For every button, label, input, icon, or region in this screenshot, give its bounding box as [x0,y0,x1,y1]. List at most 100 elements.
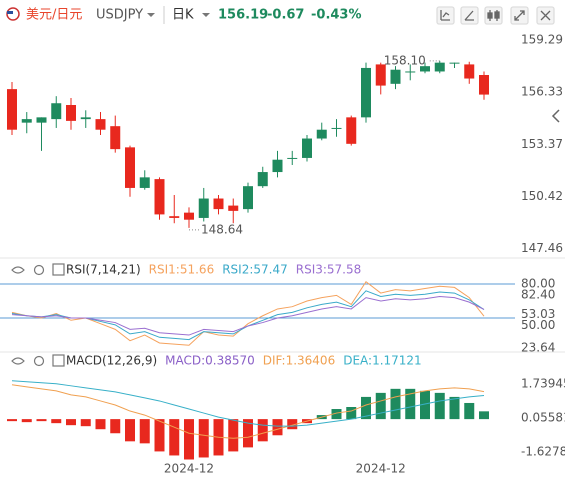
legend-entry: RSI3:57.58 [296,263,362,277]
candle-body [390,69,401,84]
annotation: 148.64 [201,222,243,236]
flag-canton [7,11,13,14]
macd-bar [390,388,401,420]
candle-body [449,62,460,64]
candle-body [302,138,312,158]
macd-bar [66,419,76,426]
y-tick-label: 153.37 [521,137,563,151]
macd-bar [449,396,460,420]
candle-body [287,157,298,159]
macd-bar [21,419,32,423]
candle-body [110,126,121,150]
macd-bar [51,419,62,424]
macd-line [11,380,485,427]
candle-body [316,129,327,139]
macd-bar [361,396,371,420]
y-tick-label: 150.42 [521,189,563,203]
symbol-name[interactable]: 美元/日元 [26,8,82,23]
y-tick-label: 156.33 [521,85,563,99]
fullscreen-icon [514,10,525,21]
candle-body [434,62,445,72]
gear-icon[interactable] [33,264,45,276]
top-bar: 美元/日元 USDJPY 日K 156.19 -0.67 -0.43% [6,6,560,123]
macd-bar [169,419,180,456]
candle-body [80,117,91,120]
candle-body [7,89,17,130]
candle-icon [494,11,500,19]
macd-bar [331,409,342,420]
dropdown-arrow[interactable] [147,13,155,17]
period[interactable]: 日K [172,8,194,23]
macd-bar [243,419,253,448]
legend-entry: RSI1:51.66 [149,263,215,277]
macd-bar [228,419,239,452]
macd-bar [125,419,135,442]
legend-entry: DEA:1.17121 [343,354,422,368]
y-tick-label: 0.05581 [521,410,565,424]
checkbox[interactable] [52,354,65,367]
candle-body [479,75,489,95]
x-tick-label: 2024-12 [356,462,406,476]
macd-bar [110,419,121,434]
dropdown-arrow[interactable] [202,13,210,17]
rsi-icons[interactable] [11,263,65,367]
y-tick-label: 1.73945 [521,377,565,391]
change: -0.67 [267,8,304,23]
candle-body [405,71,416,73]
rsi-line [11,290,485,341]
macd-bar [184,419,194,460]
x-tick-label: 2024-12 [164,462,214,476]
macd-bar [420,390,430,420]
gear-icon[interactable] [33,355,45,367]
macd-bar [7,419,17,422]
draw-icon [464,10,474,21]
change-pct: -0.43% [311,8,362,23]
y-tick-label: 23.64 [521,340,555,354]
y-tick-label: -1.62783 [521,444,565,458]
candle-body [464,64,475,79]
candle-body [51,103,62,120]
candle-body [184,212,194,220]
y-tick-label: 147.46 [521,241,563,255]
candle-body [66,105,76,121]
macd-bar [198,419,209,458]
legend-entry: DIF:1.36406 [263,354,335,368]
macd-bar [139,419,150,444]
macd-bar [287,419,298,430]
candle-body [36,117,47,123]
checkbox[interactable] [52,263,65,276]
candle-body [198,198,209,218]
collapse-arrow[interactable] [551,109,560,123]
symbol-code[interactable]: USDJPY [96,8,143,23]
macd-bar [434,392,445,420]
candle-body [95,119,106,130]
candle-body [125,147,135,188]
candle-body [213,198,224,210]
candle-body [139,177,150,188]
eye-icon[interactable] [11,266,25,274]
tool-button[interactable] [436,6,455,25]
macd-bar [464,402,475,420]
candle-body [272,159,283,173]
candle-body [346,117,357,144]
eye-icon[interactable] [11,357,25,365]
y-tick-label: 159.29 [521,32,563,46]
macd-bar [272,419,283,436]
tool-button[interactable] [484,6,503,25]
macd-bar [346,407,357,420]
legend-entry: MACD:0.38570 [165,354,255,368]
indicator-icon [440,10,450,21]
macd-bar [95,419,106,430]
panel-title: RSI(7,14,21) [66,263,141,277]
rsi-line [11,295,485,336]
candle-body [228,205,239,211]
candle-body [169,216,180,218]
macd-bar [80,419,91,427]
candle-body [331,127,342,129]
macd-bar [154,419,165,452]
macd-bar [479,411,489,420]
macd-line [11,384,485,439]
y-tick-label: 80.00 [521,277,555,291]
price: 156.19 [218,8,268,23]
